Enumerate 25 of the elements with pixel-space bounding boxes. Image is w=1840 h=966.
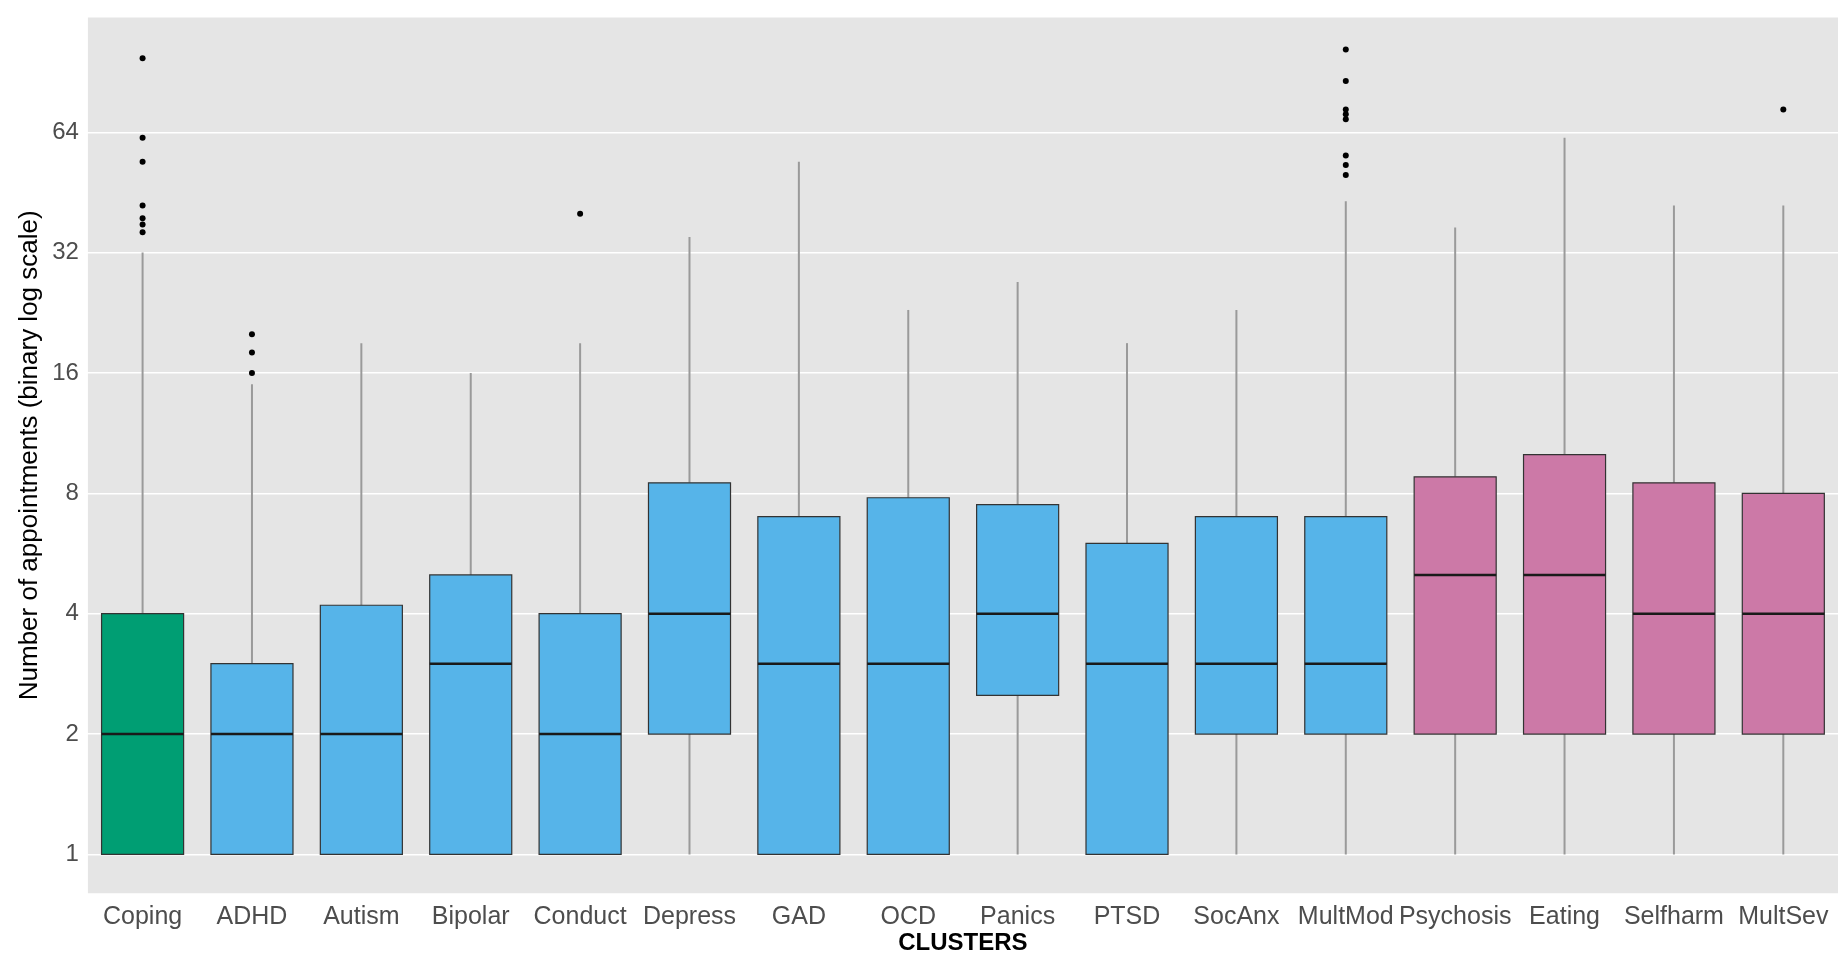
x-axis-title: CLUSTERS: [898, 928, 1028, 956]
x-tick-label: OCD: [880, 901, 937, 930]
y-tick-label: 4: [65, 598, 79, 626]
y-axis-title: Number of appointments (binary log scale): [12, 210, 43, 701]
x-tick-label: ADHD: [216, 901, 288, 930]
x-tick-label: SocAnx: [1193, 901, 1280, 930]
x-tick-label: GAD: [771, 901, 826, 930]
y-tick-label: 1: [65, 839, 79, 867]
x-tick-label: MultMod: [1297, 901, 1394, 930]
y-tick-label: 8: [65, 477, 79, 505]
y-tick-label: 2: [65, 718, 79, 746]
x-tick-label: Psychosis: [1398, 901, 1512, 930]
x-tick-label: Panics: [980, 901, 1056, 930]
x-tick-label: Coping: [102, 901, 183, 930]
y-tick-label: 16: [52, 357, 79, 385]
y-tick-label: 32: [52, 237, 79, 265]
y-tick-label: 64: [52, 116, 79, 144]
x-tick-label: Selfharm: [1623, 901, 1724, 930]
x-tick-label: Autism: [323, 901, 400, 930]
x-tick-label: Depress: [642, 901, 737, 930]
x-tick-label: MultSev: [1738, 901, 1829, 930]
x-tick-label: Bipolar: [431, 901, 510, 930]
x-tick-label: Eating: [1529, 901, 1600, 930]
x-tick-label: Conduct: [533, 901, 627, 930]
x-tick-label: PTSD: [1093, 901, 1161, 930]
